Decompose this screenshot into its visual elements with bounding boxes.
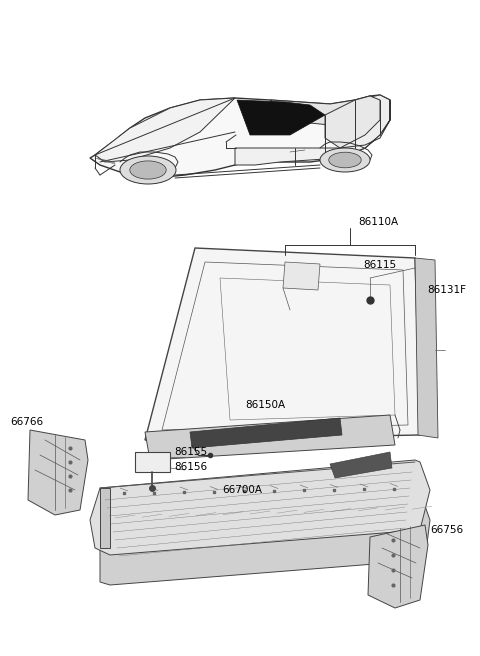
Polygon shape [100, 490, 430, 585]
Ellipse shape [320, 148, 370, 172]
Polygon shape [28, 430, 88, 515]
Ellipse shape [329, 152, 361, 168]
Text: 86110A: 86110A [358, 217, 398, 227]
Text: 66700A: 66700A [222, 485, 262, 495]
Polygon shape [235, 100, 390, 165]
Polygon shape [368, 525, 428, 608]
Ellipse shape [120, 156, 176, 184]
Text: 86115: 86115 [363, 260, 396, 270]
Ellipse shape [130, 161, 166, 179]
Polygon shape [100, 488, 110, 548]
Text: 86156: 86156 [174, 462, 207, 472]
Polygon shape [415, 258, 438, 438]
Polygon shape [237, 100, 325, 135]
Polygon shape [90, 95, 390, 178]
Text: 66766: 66766 [10, 417, 43, 427]
Polygon shape [90, 460, 430, 555]
Polygon shape [340, 95, 390, 158]
Text: 66756: 66756 [430, 525, 463, 535]
Text: 86155: 86155 [174, 447, 207, 457]
Polygon shape [283, 262, 320, 290]
Polygon shape [135, 452, 170, 472]
Polygon shape [190, 418, 342, 448]
Text: 86150A: 86150A [245, 400, 285, 410]
Polygon shape [145, 415, 395, 460]
Polygon shape [95, 98, 235, 162]
Polygon shape [270, 96, 380, 125]
Polygon shape [145, 248, 420, 440]
Polygon shape [145, 430, 168, 440]
Polygon shape [330, 452, 392, 478]
Polygon shape [325, 96, 380, 148]
Text: 86131F: 86131F [427, 285, 466, 295]
